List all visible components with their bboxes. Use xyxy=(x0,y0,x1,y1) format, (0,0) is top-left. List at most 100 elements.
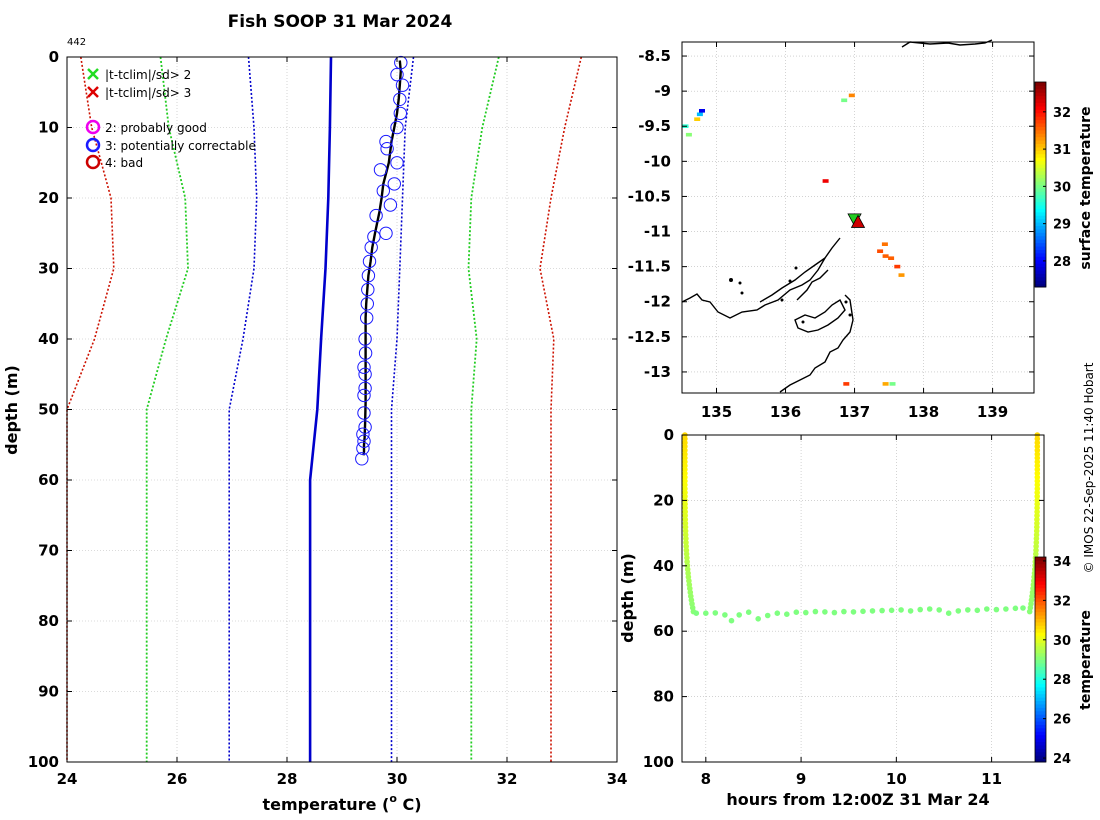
track-colorbar-segment xyxy=(1035,632,1046,637)
map-points xyxy=(682,93,905,386)
map-colorbar-segment xyxy=(1035,129,1046,134)
track-ascent-point xyxy=(1034,505,1040,511)
series-clim_minus_2sd xyxy=(145,56,189,762)
map-colorbar-segment xyxy=(1035,280,1046,285)
map-colorbar-segment xyxy=(1035,146,1046,151)
track-point xyxy=(869,608,876,614)
qc-flag-circle xyxy=(364,240,378,255)
track-colorbar-segment xyxy=(1035,697,1046,701)
map-panel: 135 136 137 138 139 -8.5 -9 -9.5 -10 -10.5 -11 -11… xyxy=(628,39,1094,421)
track-descent-point xyxy=(682,485,688,492)
track-point xyxy=(841,608,847,615)
map-colorbar-segment xyxy=(1035,164,1046,168)
map-colorbar-segment xyxy=(1035,92,1046,97)
map-colorbar-segment xyxy=(1035,191,1046,196)
track-colorbar-segment xyxy=(1035,580,1046,585)
map-colorbar-segment xyxy=(1035,95,1046,100)
map-data-point xyxy=(888,256,895,260)
map-colorbar-segment xyxy=(1035,252,1046,257)
map-colorbar-segment xyxy=(1035,198,1046,203)
track-points xyxy=(682,432,1041,624)
track-point xyxy=(993,606,1000,613)
map-colorbar-segment xyxy=(1035,246,1046,250)
track-colorbar-segment xyxy=(1035,666,1046,671)
map-data-point xyxy=(685,132,692,137)
map-colorbar-segment xyxy=(1035,228,1046,233)
map-x-tick-label: 136 xyxy=(770,403,801,421)
track-panel: 8 9 10 11 0 20 40 60 80 100 hours from 12:00Z 31… xyxy=(618,426,1094,809)
profile-y-tick-label: 70 xyxy=(38,542,59,560)
map-colorbar-segment xyxy=(1035,119,1046,124)
track-point xyxy=(955,608,962,614)
track-colorbar-segment xyxy=(1035,625,1046,630)
track-ascent-point xyxy=(1033,543,1039,550)
legend-flag3-label: 3: potentially correctable xyxy=(105,139,256,153)
map-colorbar-segment xyxy=(1035,177,1046,182)
track-point xyxy=(736,612,742,618)
legend-cross3-label: |t-tclim|/sd> 3 xyxy=(105,86,191,100)
track-colorbar-segment xyxy=(1035,645,1046,650)
track-x-tick-label: 9 xyxy=(796,770,806,788)
map-data-point xyxy=(694,117,701,121)
qc-flag-circle xyxy=(358,346,373,360)
qc-flag-circle xyxy=(367,230,381,244)
track-x-tick-label: 8 xyxy=(701,770,711,788)
map-colorbar-segment xyxy=(1035,215,1046,220)
track-colorbar-segment xyxy=(1035,721,1046,725)
track-colorbar-segment xyxy=(1035,724,1046,729)
track-colorbar-segment xyxy=(1035,594,1046,599)
track-point xyxy=(793,609,800,615)
map-colorbar-segment xyxy=(1035,225,1046,230)
islet xyxy=(794,266,798,270)
map-colorbar-segment xyxy=(1035,266,1046,271)
track-point xyxy=(917,606,923,613)
qc-flag-circle xyxy=(360,297,374,311)
track-descent-point xyxy=(682,443,688,450)
track-colorbar-segment xyxy=(1035,758,1046,763)
track-point xyxy=(703,610,709,616)
qc-flag-circle xyxy=(369,208,383,223)
map-colorbar-label: surface temperature xyxy=(1078,106,1094,269)
track-colorbar-segment xyxy=(1035,567,1046,572)
track-colorbar-segment xyxy=(1035,738,1046,742)
track-y-tick-label: 0 xyxy=(664,426,674,444)
track-point xyxy=(888,607,895,614)
track-colorbar-segment xyxy=(1035,676,1046,681)
map-y-tick-label: -10.5 xyxy=(628,187,671,205)
track-colorbar-segment xyxy=(1035,710,1046,715)
map-colorbar-segment xyxy=(1035,184,1046,189)
map-colorbar-segment xyxy=(1035,205,1046,209)
track-x-tick-label: 11 xyxy=(981,770,1002,788)
qc-flag-circle xyxy=(358,367,372,381)
profile-x-tick-label: 30 xyxy=(387,770,408,788)
track-ascent-point xyxy=(1033,535,1040,542)
profile-panel: 442 24 26 28 30 32 34 0102030405060708090100 … xyxy=(2,37,627,814)
qc-flag-circle xyxy=(361,282,375,297)
track-colorbar-segment xyxy=(1035,611,1046,616)
track-colorbar-segment xyxy=(1035,734,1046,739)
profile-x-tick-label: 28 xyxy=(277,770,298,788)
qc-flag-circle xyxy=(357,360,371,374)
track-colorbar-tick-label: 30 xyxy=(1053,634,1071,649)
track-ascent-point xyxy=(1034,436,1041,442)
track-colorbar-segment xyxy=(1035,669,1046,674)
islet xyxy=(844,300,848,304)
profile-x-label: temperature (o C) xyxy=(262,792,421,814)
map-colorbar-segment xyxy=(1035,123,1046,127)
track-y-tick-label: 100 xyxy=(643,753,674,771)
coastline-islands xyxy=(794,298,846,333)
coastline-south xyxy=(779,294,854,393)
legend-cross-red-stroke-b xyxy=(87,86,99,98)
track-descent-point xyxy=(683,535,689,542)
track-point xyxy=(803,609,809,616)
track-colorbar-segment xyxy=(1035,557,1046,561)
map-colorbar-segment xyxy=(1035,283,1046,288)
map-colorbar-segment xyxy=(1035,150,1046,155)
map-colorbar-segment xyxy=(1035,170,1046,175)
track-colorbar-segment xyxy=(1035,693,1046,698)
map-y-tick-label: -11 xyxy=(644,223,671,241)
track-colorbar-label: temperature xyxy=(1078,610,1094,710)
map-colorbar-segment xyxy=(1035,136,1046,141)
track-colorbar-segment xyxy=(1035,652,1046,657)
